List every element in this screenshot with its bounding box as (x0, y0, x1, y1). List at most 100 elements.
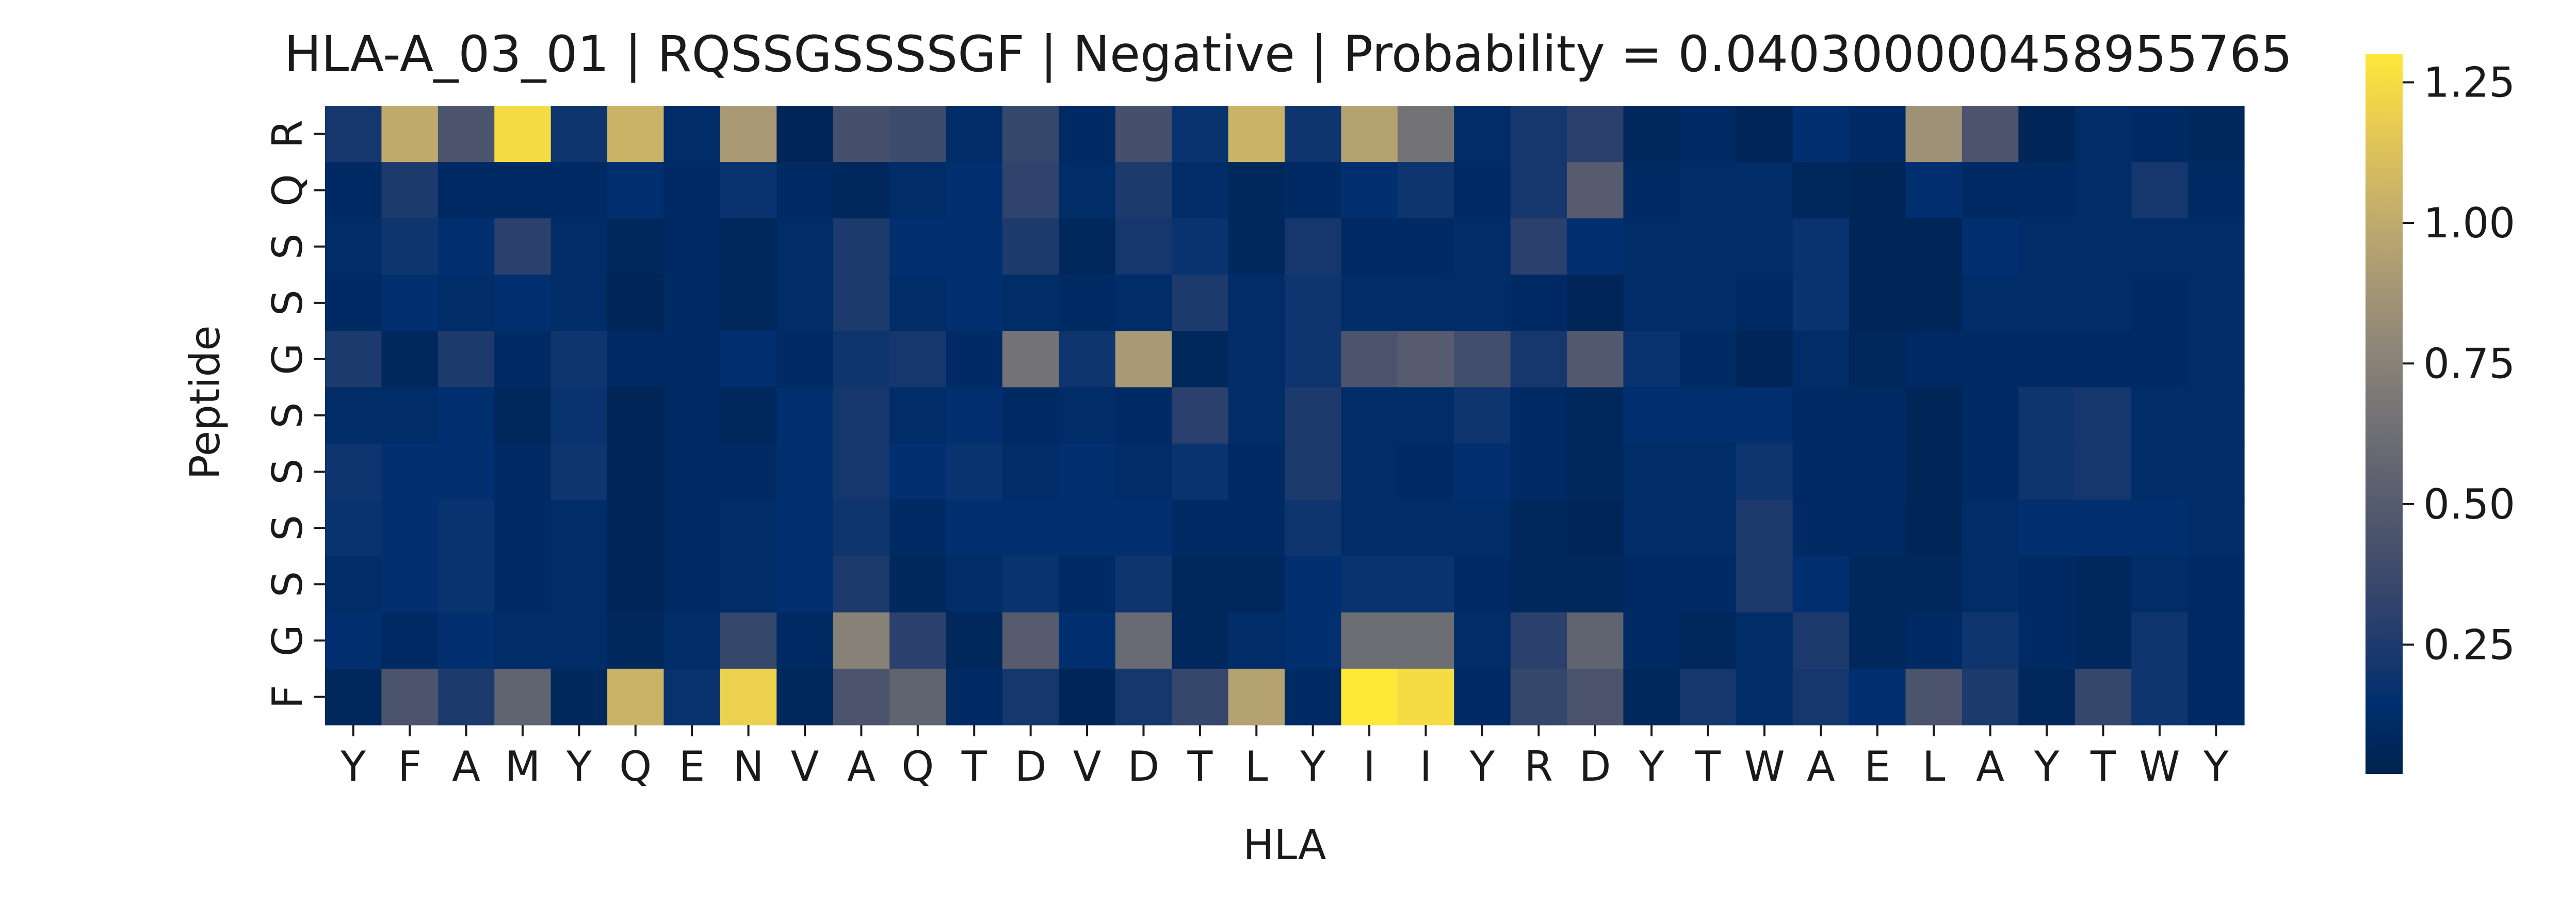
heatmap-cell (1002, 106, 1059, 163)
heatmap-cell (550, 162, 608, 219)
heatmap-cell (381, 162, 439, 219)
heatmap-cell (494, 612, 552, 669)
heatmap-cell (946, 668, 1003, 725)
heatmap-cell (607, 556, 665, 613)
heatmap-cell (1228, 443, 1285, 501)
heatmap-cell (550, 612, 608, 669)
heatmap-cell (889, 387, 947, 444)
heatmap-cell (1792, 556, 1850, 613)
heatmap-cell (607, 612, 665, 669)
heatmap-cell (1679, 556, 1737, 613)
heatmap-cell (550, 106, 608, 163)
heatmap-cell (1962, 106, 2019, 163)
x-tick-label: E (1865, 743, 1891, 791)
x-tick-label: Y (1300, 743, 1326, 791)
heatmap-cell (494, 331, 552, 388)
heatmap-cell (1172, 162, 1229, 219)
heatmap-cell (1962, 499, 2019, 557)
heatmap-cell (1228, 668, 1285, 725)
heatmap-cell (1341, 106, 1398, 163)
x-tick-label: D (1579, 743, 1611, 791)
heatmap-cell (1849, 275, 1906, 331)
heatmap-cell (494, 106, 552, 163)
heatmap-cell (1905, 218, 1963, 275)
heatmap-cell (325, 275, 382, 331)
heatmap-cell (1341, 387, 1398, 444)
heatmap-cell (1962, 556, 2019, 613)
heatmap-cell (1510, 668, 1567, 725)
heatmap-cell (1285, 162, 1342, 219)
heatmap-cell (1285, 275, 1342, 331)
heatmap-cell (1285, 556, 1342, 613)
heatmap-cell (1115, 275, 1172, 331)
heatmap-cell (663, 106, 721, 163)
heatmap-cell (776, 106, 834, 163)
heatmap-cell (889, 443, 947, 501)
heatmap-cell (325, 106, 382, 163)
heatmap-cell (1962, 275, 2019, 331)
heatmap-cell (1736, 106, 1793, 163)
heatmap-cell (1510, 162, 1567, 219)
heatmap-cell (325, 556, 382, 613)
heatmap-cell (381, 556, 439, 613)
heatmap-cell (1228, 331, 1285, 388)
heatmap-cell (1059, 668, 1116, 725)
heatmap-cell (776, 668, 834, 725)
heatmap-cell (1736, 668, 1793, 725)
heatmap-cell (1002, 668, 1059, 725)
heatmap-cell (325, 499, 382, 557)
heatmap-cell (663, 218, 721, 275)
heatmap-cell (1736, 218, 1793, 275)
heatmap-cell (325, 612, 382, 669)
heatmap-cell (1849, 387, 1906, 444)
heatmap-cell (1623, 331, 1680, 388)
heatmap-cell (663, 275, 721, 331)
heatmap-cell (1736, 443, 1793, 501)
heatmap-cell (2075, 443, 2132, 501)
heatmap-cell (325, 387, 382, 444)
heatmap-cell (1849, 162, 1906, 219)
y-axis-label: Peptide (181, 326, 229, 480)
heatmap-cell (1567, 612, 1624, 669)
heatmap-cell (1397, 612, 1454, 669)
heatmap-cell (325, 668, 382, 725)
x-tick-label: Y (1469, 743, 1496, 791)
heatmap-cell (1341, 556, 1398, 613)
heatmap-cell (1905, 443, 1963, 501)
heatmap-cell (550, 556, 608, 613)
heatmap-cell (1172, 556, 1229, 613)
heatmap-cell (1002, 218, 1059, 275)
heatmap-cell (1679, 162, 1737, 219)
heatmap-cell (1567, 162, 1624, 219)
heatmap-cell (1115, 612, 1172, 669)
heatmap-cell (2131, 556, 2189, 613)
heatmap-cell (381, 218, 439, 275)
heatmap-cell (1397, 218, 1454, 275)
heatmap-cell (1567, 331, 1624, 388)
heatmap-cell (2131, 331, 2189, 388)
heatmap-cell (1397, 275, 1454, 331)
heatmap-cell (663, 668, 721, 725)
heatmap-cell (1172, 106, 1229, 163)
heatmap-cell (438, 218, 495, 275)
heatmap-cell (1567, 499, 1624, 557)
heatmap-cell (2018, 162, 2076, 219)
heatmap-cell (1792, 443, 1850, 501)
heatmap-cell (1736, 331, 1793, 388)
heatmap-cell (1172, 275, 1229, 331)
heatmap-cell (889, 668, 947, 725)
heatmap-cell (1172, 612, 1229, 669)
heatmap-cell (1341, 668, 1398, 725)
heatmap-cell (1792, 218, 1850, 275)
heatmap-cell (1679, 668, 1737, 725)
heatmap-cell (2131, 612, 2189, 669)
heatmap-cell (1623, 218, 1680, 275)
heatmap-cell (1115, 218, 1172, 275)
heatmap-cell (776, 499, 834, 557)
heatmap-cell (1792, 499, 1850, 557)
x-tick-label: A (1976, 743, 2004, 791)
heatmap-cell (1341, 331, 1398, 388)
heatmap-cell (776, 162, 834, 219)
heatmap-cell (1623, 275, 1680, 331)
heatmap-cell (1115, 443, 1172, 501)
